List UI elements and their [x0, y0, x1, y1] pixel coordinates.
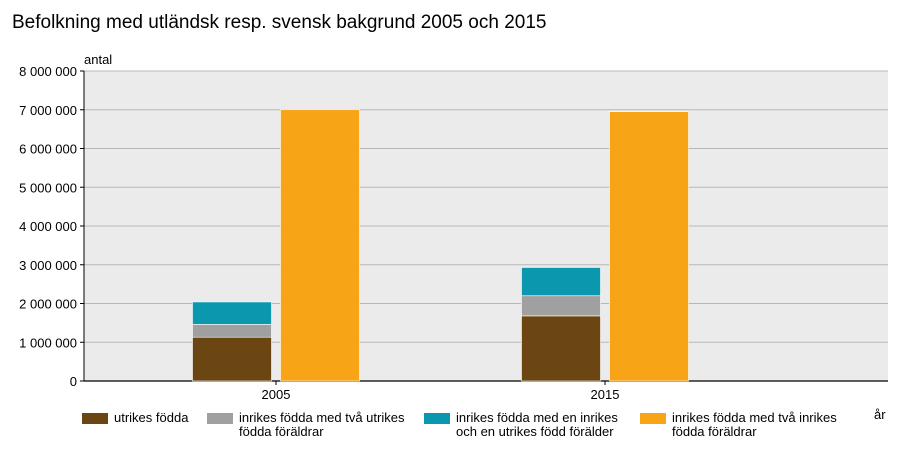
y-tick-label: 8 000 000: [19, 64, 77, 79]
x-tick-label: 2015: [591, 387, 620, 402]
legend-label: inrikes födda med en inrikes och en utrik…: [456, 410, 618, 439]
y-tick-label: 4 000 000: [19, 219, 77, 234]
y-tick-label: 2 000 000: [19, 297, 77, 312]
bar-segment: [192, 324, 272, 338]
y-axis-label: antal: [84, 52, 112, 67]
y-tick-label: 6 000 000: [19, 142, 77, 157]
bar-segment: [192, 336, 272, 382]
y-tick-label: 0: [70, 374, 77, 389]
bar-segment: [192, 301, 272, 325]
y-tick-label: 7 000 000: [19, 103, 77, 118]
y-tick-label: 3 000 000: [19, 258, 77, 273]
bar-segment: [280, 109, 360, 382]
legend-label: inrikes födda med två utrikes födda föräl…: [239, 410, 405, 439]
bar-segment: [521, 267, 601, 297]
legend-item-en-inrikes: inrikes födda med en inrikes och en utrik…: [424, 411, 618, 439]
chart-title: Befolkning med utländsk resp. svensk bak…: [12, 12, 547, 33]
y-tick-label: 5 000 000: [19, 180, 77, 195]
legend-swatch: [424, 413, 450, 424]
legend-swatch: [82, 413, 108, 424]
x-tick-label: 2005: [262, 387, 291, 402]
bar-segment: [609, 111, 689, 382]
legend-label: utrikes födda: [114, 410, 189, 425]
y-tick-label: 1 000 000: [19, 335, 77, 350]
legend-swatch: [207, 413, 233, 424]
legend-swatch: [640, 413, 666, 424]
x-axis-label: år: [874, 407, 886, 422]
legend-label: inrikes födda med två inrikes födda föräl…: [672, 410, 837, 439]
bar-segment: [521, 315, 601, 382]
legend: utrikes födda inrikes födda med två utri…: [0, 411, 900, 451]
legend-item-utrikes: utrikes födda: [82, 411, 188, 425]
legend-item-tva-utrikes: inrikes födda med två utrikes födda föräl…: [207, 411, 404, 439]
bar-segment: [521, 295, 601, 317]
legend-item-tva-inrikes: inrikes födda med två inrikes födda föräl…: [640, 411, 837, 439]
